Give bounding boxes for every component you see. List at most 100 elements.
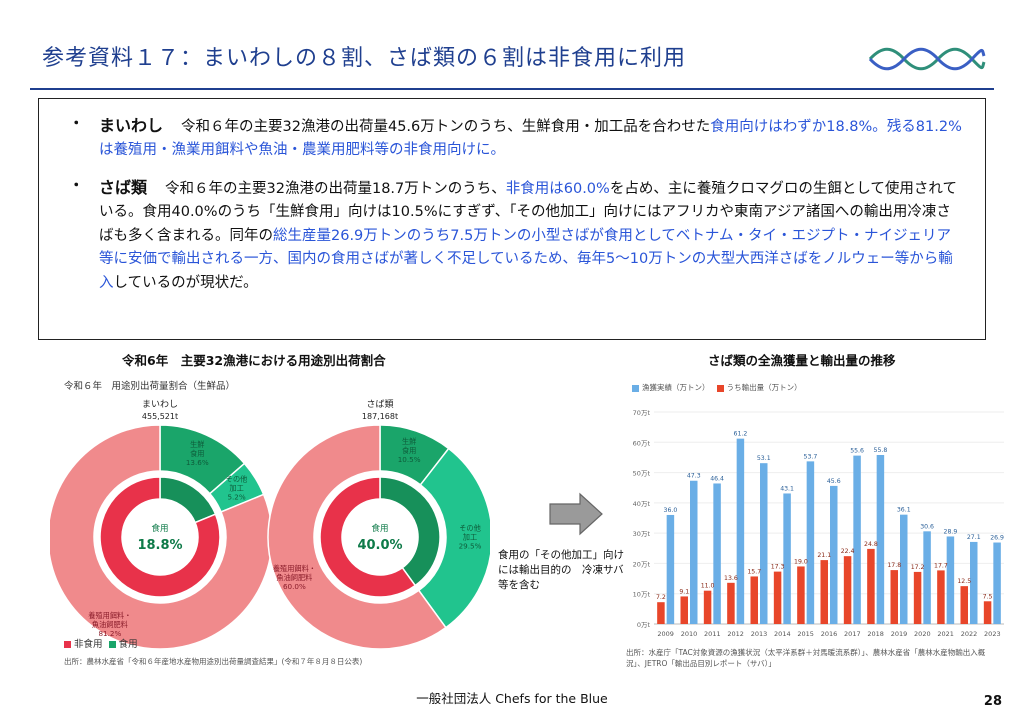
donut-center-label: 食用	[371, 523, 388, 534]
donut-center-value: 40.0%	[357, 538, 402, 553]
x-tick-label: 2015	[797, 630, 814, 638]
saba-name: さば類	[99, 177, 148, 197]
data-label-export: 17.8	[887, 562, 901, 569]
bar-catch	[690, 480, 698, 624]
x-tick-label: 2022	[961, 630, 978, 638]
donut-outer-slice	[50, 424, 273, 650]
y-tick-label: 50万t	[633, 470, 651, 478]
legend-non-food: 非食用	[74, 639, 103, 650]
donut-center-value: 18.8%	[137, 538, 182, 553]
slice-label: その他加工	[226, 475, 248, 493]
bullet-dot: ・	[69, 177, 84, 194]
legend-swatch-catch	[632, 384, 639, 392]
bar-catch	[900, 514, 908, 624]
bar-catch	[806, 461, 815, 624]
data-label-export: 12.5	[957, 578, 971, 585]
right-source: 出所：水産庁「TAC対象資源の漁獲状況（太平洋系群＋対馬暖流系群）」、農林水産省…	[626, 648, 986, 668]
donut-total: 455,521t	[142, 412, 178, 421]
slice-value: 5.2%	[227, 493, 245, 502]
x-tick-label: 2023	[984, 630, 1001, 638]
right-arrow-icon	[549, 492, 603, 536]
bar-export	[773, 571, 782, 624]
data-label-export: 7.5	[983, 593, 993, 600]
x-tick-label: 2014	[774, 630, 791, 638]
bar-export	[657, 602, 665, 624]
bar-export	[890, 570, 898, 624]
dna-logo-icon	[868, 47, 986, 71]
saba-bullet: ・ さば類 令和６年の主要32漁港の出荷量18.7万トンのうち、非食用は60.0%…	[69, 175, 965, 295]
data-label-catch: 53.7	[804, 453, 818, 460]
slice-value: 60.0%	[283, 582, 306, 591]
bar-export	[750, 576, 758, 624]
y-tick-label: 30万t	[633, 530, 651, 538]
page-number: 28	[983, 694, 1002, 709]
x-tick-label: 2010	[681, 630, 698, 638]
title-divider	[30, 88, 994, 90]
legend-swatch-non-food	[64, 641, 71, 648]
bar-legend: 漁獲実績（万トン） うち輸出量（万トン）	[632, 382, 802, 393]
iwashi-bullet: ・ まいわし 令和６年の主要32漁港の出荷量45.6万トンのうち、生鮮食用・加工品…	[69, 113, 965, 163]
left-panel-subtitle: 令和６年 用途別出荷量割合（生鮮品）	[64, 381, 236, 392]
donut-title: さば類	[366, 399, 393, 410]
bar-catch	[736, 438, 745, 624]
donut-inner-non-food	[99, 476, 221, 598]
slice-label: 養殖用餌料・魚油飼肥料	[88, 611, 131, 629]
donut-total: 187,168t	[362, 412, 398, 421]
data-label-export: 22.4	[841, 548, 855, 555]
data-label-export: 17.7	[934, 562, 948, 569]
bar-catch	[853, 455, 861, 624]
data-label-catch: 26.9	[990, 535, 1004, 542]
bar-catch	[993, 542, 1001, 624]
data-label-export: 13.6	[724, 575, 738, 582]
data-label-catch: 43.1	[780, 485, 794, 492]
left-source: 出所：農林水産省「令和６年産地水産物用途別出荷量調査結果」(令和７年８月８日公表…	[64, 657, 363, 666]
x-tick-label: 2021	[937, 630, 954, 638]
bullet-dot: ・	[69, 116, 84, 132]
donut-outer-slice	[417, 447, 490, 629]
data-label-export: 7.2	[656, 594, 666, 601]
legend-export: うち輸出量（万トン）	[726, 383, 802, 392]
summary-box: ・ まいわし 令和６年の主要32漁港の出荷量45.6万トンのうち、生鮮食用・加工品…	[38, 98, 986, 340]
data-label-catch: 45.6	[827, 478, 841, 485]
y-tick-label: 40万t	[633, 500, 651, 508]
saba-text-3: しているのが現状だ。	[113, 274, 258, 291]
x-tick-label: 2016	[821, 630, 838, 638]
bar-catch	[876, 455, 885, 624]
x-tick-label: 2017	[844, 630, 861, 638]
slice-value: 29.5%	[459, 541, 482, 550]
bar-export	[727, 582, 735, 624]
x-tick-label: 2011	[704, 630, 721, 638]
bar-catch	[666, 514, 675, 624]
data-label-catch: 47.3	[687, 473, 701, 480]
bar-catch	[713, 483, 721, 624]
bar-catch	[923, 531, 931, 624]
x-tick-label: 2018	[867, 630, 884, 638]
arrow-note: 食用の「その他加工」向けには輸出目的の 冷凍サバ等を含む	[498, 549, 624, 592]
x-tick-label: 2009	[657, 630, 674, 638]
bar-export	[843, 556, 852, 624]
x-tick-label: 2012	[727, 630, 744, 638]
bar-catch	[970, 541, 978, 624]
saba-text-2: を占め、主に養殖クロマグロの生餌として使用されている。食用40.0%のうち「生鮮…	[99, 180, 957, 244]
bar-export	[703, 590, 712, 624]
donut-inner-non-food	[319, 476, 417, 598]
data-label-catch: 36.1	[897, 507, 911, 514]
data-label-export: 21.1	[817, 552, 831, 559]
data-label-catch: 28.9	[944, 528, 958, 535]
x-tick-label: 2019	[891, 630, 908, 638]
data-label-catch: 55.8	[874, 447, 888, 454]
page-title: 参考資料１７：まいわしの８割、さば類の６割は非食用に利用	[42, 46, 687, 71]
y-tick-label: 60万t	[633, 439, 651, 447]
slice-label: 養殖用餌料・魚油飼肥料	[273, 564, 316, 582]
slice-value: 81.2%	[98, 629, 121, 638]
donut-title: まいわし	[142, 399, 178, 410]
left-panel-title: 令和6年 主要32漁港における用途別出荷割合	[122, 353, 386, 368]
footer-org: 一般社団法人 Chefs for the Blue	[416, 691, 608, 706]
data-label-catch: 27.1	[967, 534, 981, 541]
bar-catch	[830, 485, 838, 624]
bar-chart: 0万t 10万t 20万t 30万t 40万t 50万t 60万t 70万t 36.0 7.2 20…	[633, 409, 1004, 638]
data-label-catch: 36.0	[664, 507, 678, 514]
y-tick-label: 0万t	[637, 621, 651, 629]
bar-export	[867, 548, 875, 624]
